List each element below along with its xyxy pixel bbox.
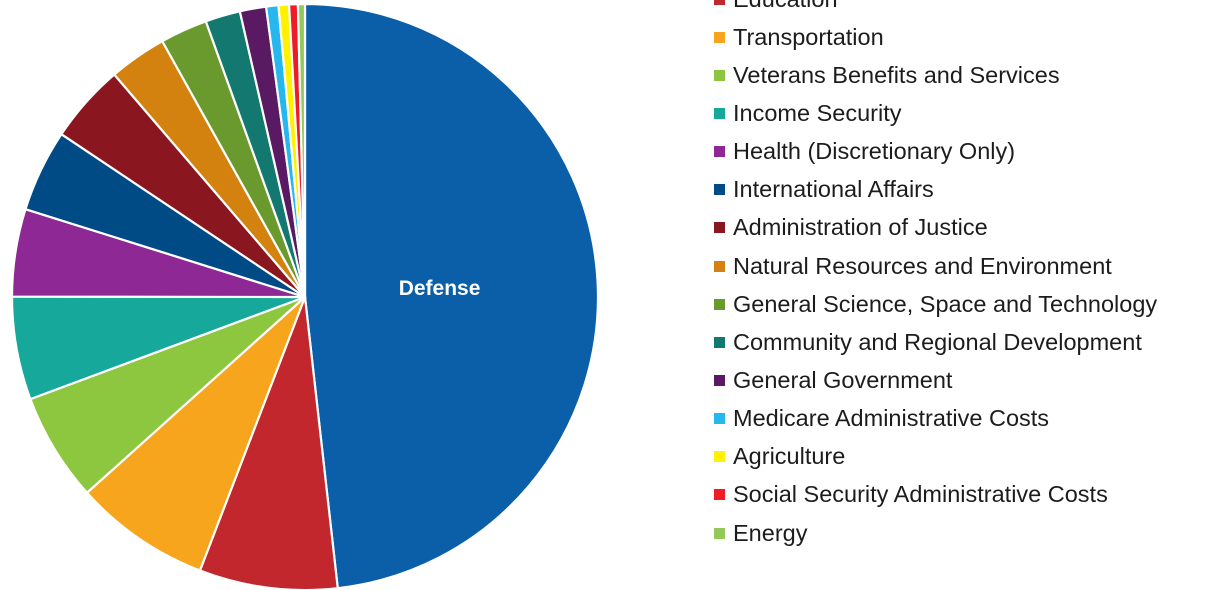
legend-label: Veterans Benefits and Services: [733, 61, 1060, 88]
legend-label: Energy: [733, 519, 808, 546]
legend-swatch: [714, 107, 725, 119]
legend-swatch: [714, 451, 725, 463]
legend-swatch: [714, 146, 725, 158]
legend-item: Transportation: [714, 18, 1216, 56]
legend-swatch: [714, 69, 725, 81]
legend-label: International Affairs: [733, 176, 934, 203]
slice-label-defense: Defense: [399, 277, 481, 300]
legend-swatch: [714, 31, 725, 43]
legend-item: General Science, Space and Technology: [714, 285, 1216, 323]
legend-item: Agriculture: [714, 438, 1216, 476]
legend-swatch: [714, 413, 725, 425]
legend-swatch: [714, 222, 725, 234]
legend-swatch: [714, 527, 725, 539]
legend: Education Transportation Veterans Benefits…: [714, 0, 1216, 552]
legend-label: General Government: [733, 366, 953, 393]
legend-item: General Government: [714, 361, 1216, 399]
pie-chart: Defense: [10, 2, 600, 590]
legend-label: Education: [733, 0, 838, 13]
legend-item: Community and Regional Development: [714, 323, 1216, 361]
legend-swatch: [714, 184, 725, 196]
legend-item: Natural Resources and Environment: [714, 247, 1216, 285]
legend-item: Energy: [714, 514, 1216, 552]
legend-item: Medicare Administrative Costs: [714, 400, 1216, 438]
legend-label: Community and Regional Development: [733, 328, 1142, 355]
legend-item: Education: [714, 0, 1216, 18]
legend-swatch: [714, 0, 725, 5]
legend-item: International Affairs: [714, 171, 1216, 209]
legend-swatch: [714, 260, 725, 272]
legend-label: Income Security: [733, 99, 902, 126]
legend-label: Social Security Administrative Costs: [733, 481, 1108, 508]
pie-slice-energy: [296, 2, 307, 299]
legend-label: Agriculture: [733, 443, 846, 470]
legend-item: Administration of Justice: [714, 209, 1216, 247]
legend-label: Administration of Justice: [733, 214, 988, 241]
legend-swatch: [714, 374, 725, 386]
legend-item: Social Security Administrative Costs: [714, 476, 1216, 514]
legend-item: Health (Discretionary Only): [714, 133, 1216, 171]
pie-slice-transportation: [85, 295, 307, 572]
legend-label: General Science, Space and Technology: [733, 290, 1158, 317]
legend-item: Veterans Benefits and Services: [714, 56, 1216, 94]
pie-slice-defense: [303, 2, 600, 590]
legend-label: Health (Discretionary Only): [733, 138, 1016, 165]
legend-label: Medicare Administrative Costs: [733, 405, 1050, 432]
legend-swatch: [714, 336, 725, 348]
legend-swatch: [714, 298, 725, 310]
legend-label: Natural Resources and Environment: [733, 252, 1112, 279]
pie-slice-education: [198, 295, 339, 590]
legend-item: Income Security: [714, 94, 1216, 132]
legend-swatch: [714, 489, 725, 501]
legend-label: Transportation: [733, 23, 884, 50]
